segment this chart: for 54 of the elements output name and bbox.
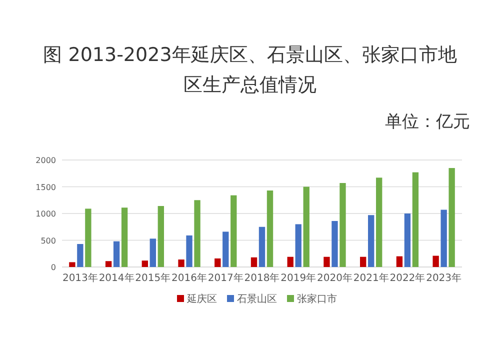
text: 单位：亿元 [385,111,470,133]
bar [396,256,403,267]
bar [448,168,455,267]
x-tick-label: 2013年 [62,272,98,284]
bar [412,172,419,267]
bar [340,183,346,267]
bar [258,226,266,267]
x-tick-label: 2020年 [317,272,352,284]
bar [376,178,382,267]
x-tick-label: 2023年 [426,272,462,284]
bar [214,258,221,267]
bar [105,261,112,267]
bar [266,190,274,267]
bar [432,256,439,267]
chart-title: 图 2013-2023年延庆区、石景山区、张家口市地区生产总值情况 [42,43,458,98]
bar [194,200,200,267]
bar [69,262,76,267]
x-tick-label: 2014年 [98,272,134,284]
y-tick-label: 1000 [36,210,56,218]
legend-label: 延庆区 [186,293,217,305]
bar [440,210,447,267]
bar [360,256,366,267]
x-tick-label: 2015年 [135,272,171,284]
x-tick-label: 2017年 [208,272,244,284]
bar [295,224,302,267]
x-tick-label: 2019年 [280,272,316,284]
y-tick-label: 1500 [36,182,56,192]
bar [368,215,374,267]
bar [158,206,164,267]
bar [303,186,310,267]
x-tick-label: 2018年 [244,272,280,284]
legend-label: 石景山区 [237,293,277,305]
bar [186,235,192,267]
bar [332,220,338,267]
bar [113,241,120,267]
bar [250,257,258,267]
x-tick-label: 2021年 [353,272,389,284]
x-tick-label: 2016年 [172,272,207,284]
x-tick-label: 2022年 [390,272,426,284]
y-tick-label: 2000 [36,156,56,165]
bar [324,256,330,267]
bar [404,214,411,267]
bar [287,256,294,267]
bar [230,195,237,267]
bar [121,208,128,267]
bar [142,260,148,267]
bar [222,232,229,267]
bar [85,208,92,267]
bar [150,238,156,267]
y-tick-label: 500 [40,236,56,246]
bar [77,244,84,267]
bar [178,260,184,267]
y-tick-label: 0 [50,263,56,272]
legend-label: 张家口市 [297,293,337,305]
